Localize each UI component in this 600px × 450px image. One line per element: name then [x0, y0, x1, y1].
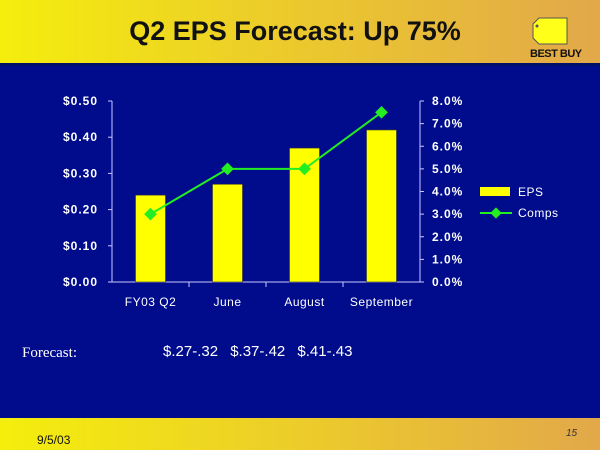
logo-text: BEST BUY	[530, 48, 582, 60]
legend-comps-label: Comps	[518, 206, 559, 220]
best-buy-tag-logo	[532, 17, 568, 45]
forecast-values: $.27-.32 $.37-.42 $.41-.43	[163, 343, 353, 360]
forecast-label: Forecast:	[22, 345, 77, 361]
y-tick-label: $0.30	[63, 166, 98, 180]
y2-tick-label: 7.0%	[432, 117, 463, 131]
comps-marker	[221, 162, 234, 176]
comps-marker	[298, 162, 311, 176]
y-tick-label: $0.40	[63, 130, 98, 144]
y2-tick-label: 1.0%	[432, 252, 463, 266]
comps-line	[149, 111, 383, 215]
y-tick-label: $0.20	[63, 203, 98, 217]
title-banner: Q2 EPS Forecast: Up 75% BEST BUY	[0, 0, 600, 66]
y-tick-label: $0.50	[63, 94, 98, 108]
eps-chart: $0.00 $0.10 $0.20 $0.30 $0.40 $0.50 0.0% 1.0% 2.…	[63, 94, 559, 309]
legend-comps-marker	[490, 207, 502, 219]
y2-tick-label: 6.0%	[432, 139, 463, 153]
y2-tick-label: 2.0%	[432, 230, 463, 244]
slide-date: 9/5/03	[37, 433, 71, 447]
legend-eps-swatch	[480, 187, 510, 196]
y2-tick-label: 5.0%	[432, 162, 463, 176]
eps-bar	[366, 129, 397, 283]
footer-band	[0, 418, 600, 450]
page-number: 15	[566, 428, 578, 439]
y-tick-label: $0.00	[63, 275, 98, 289]
y-tick-label: $0.10	[63, 239, 98, 253]
y2-tick-label: 4.0%	[432, 185, 463, 199]
comps-marker	[375, 105, 388, 119]
comps-marker	[144, 207, 157, 221]
x-tick-label: September	[350, 295, 413, 309]
x-tick-label: June	[213, 295, 241, 309]
eps-bar	[212, 183, 243, 283]
y2-tick-label: 8.0%	[432, 94, 463, 108]
y2-tick-label: 0.0%	[432, 275, 463, 289]
x-tick-label: August	[284, 295, 325, 309]
legend-eps-label: EPS	[518, 185, 544, 199]
y2-tick-label: 3.0%	[432, 207, 463, 221]
x-tick-label: FY03 Q2	[125, 295, 177, 309]
slide-title: Q2 EPS Forecast: Up 75%	[129, 16, 461, 46]
